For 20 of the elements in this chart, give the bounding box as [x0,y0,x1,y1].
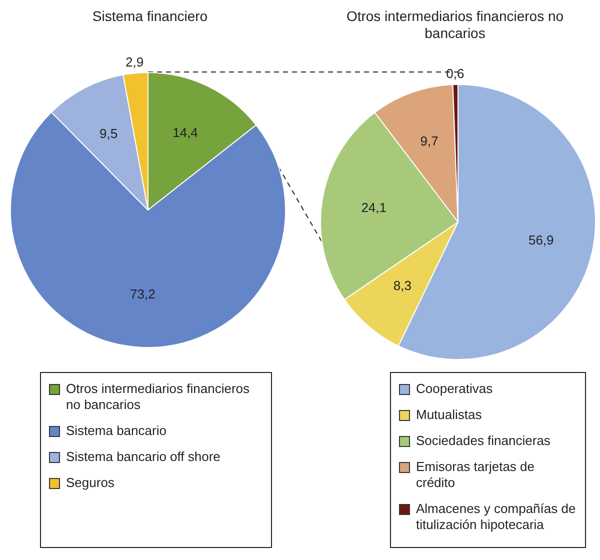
data-label: 0,6 [446,66,464,82]
data-label: 56,9 [528,232,554,248]
legend-label: Almacenes y compañías de titulización hipotecaria [416,501,577,533]
data-label: 14,4 [172,124,198,140]
legend-label: Emisoras tarjetas de crédito [416,459,536,491]
legend-label: Sistema bancario [66,423,166,439]
legend-label: Cooperativas [416,381,493,397]
chart-title: Otros intermediarios financieros no bancarios [345,8,565,42]
legend-label: Mutualistas [416,407,482,423]
legend-label: Sociedades financieras [416,433,550,449]
data-label: 73,2 [130,286,156,302]
data-label: 9,7 [420,133,438,148]
chart-title: Sistema financiero [91,8,209,25]
legend-label: Sistema bancario off shore [66,449,220,465]
data-label: 8,3 [393,278,412,294]
data-label: 24,1 [361,200,387,215]
data-label: 9,5 [100,126,118,141]
data-label: 2,9 [126,54,144,70]
legend-label: Seguros [66,475,114,491]
legend-label: Otros intermediarios financieros no bancarios [66,381,251,413]
